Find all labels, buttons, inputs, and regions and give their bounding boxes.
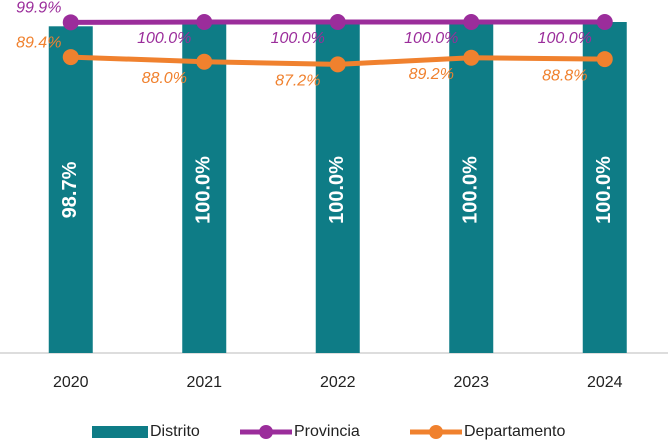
x-tick-label: 2024	[587, 374, 623, 391]
legend-swatch	[92, 426, 148, 438]
legend-label: Departamento	[464, 423, 565, 440]
bar	[182, 22, 227, 353]
legend-swatch	[429, 425, 443, 439]
bar-label: 100.0%	[326, 156, 348, 224]
bar-label: 100.0%	[460, 156, 482, 224]
line-label: 88.8%	[542, 67, 587, 84]
line-label: 89.4%	[16, 34, 61, 51]
bar-label: 100.0%	[193, 156, 215, 224]
marker	[596, 14, 613, 30]
x-tick-label: 2021	[186, 374, 222, 391]
marker	[463, 49, 480, 66]
marker	[329, 14, 346, 30]
x-tick-label: 2022	[320, 374, 356, 391]
bar	[582, 22, 627, 353]
legend-label: Provincia	[294, 423, 360, 440]
bar	[48, 26, 93, 353]
line-label: 87.2%	[275, 73, 320, 90]
bar-label: 98.7%	[59, 161, 81, 218]
line-label: 89.2%	[409, 66, 454, 83]
marker	[463, 14, 480, 30]
marker	[62, 49, 79, 66]
marker	[596, 51, 613, 68]
line-label: 99.9%	[16, 0, 61, 17]
bar	[449, 22, 494, 353]
marker	[329, 56, 346, 73]
legend-label: Distrito	[150, 423, 200, 440]
line-label: 100.0%	[137, 30, 191, 47]
bar-label: 100.0%	[593, 156, 615, 224]
bar	[315, 22, 360, 353]
marker	[62, 14, 79, 31]
marker	[196, 14, 213, 30]
line-label: 100.0%	[271, 30, 325, 47]
x-tick-label: 2020	[53, 374, 89, 391]
line-label: 88.0%	[142, 70, 187, 87]
legend-swatch	[259, 425, 273, 439]
line-label: 100.0%	[538, 30, 592, 47]
x-tick-label: 2023	[453, 374, 489, 391]
line-label: 100.0%	[404, 30, 458, 47]
marker	[196, 53, 213, 70]
